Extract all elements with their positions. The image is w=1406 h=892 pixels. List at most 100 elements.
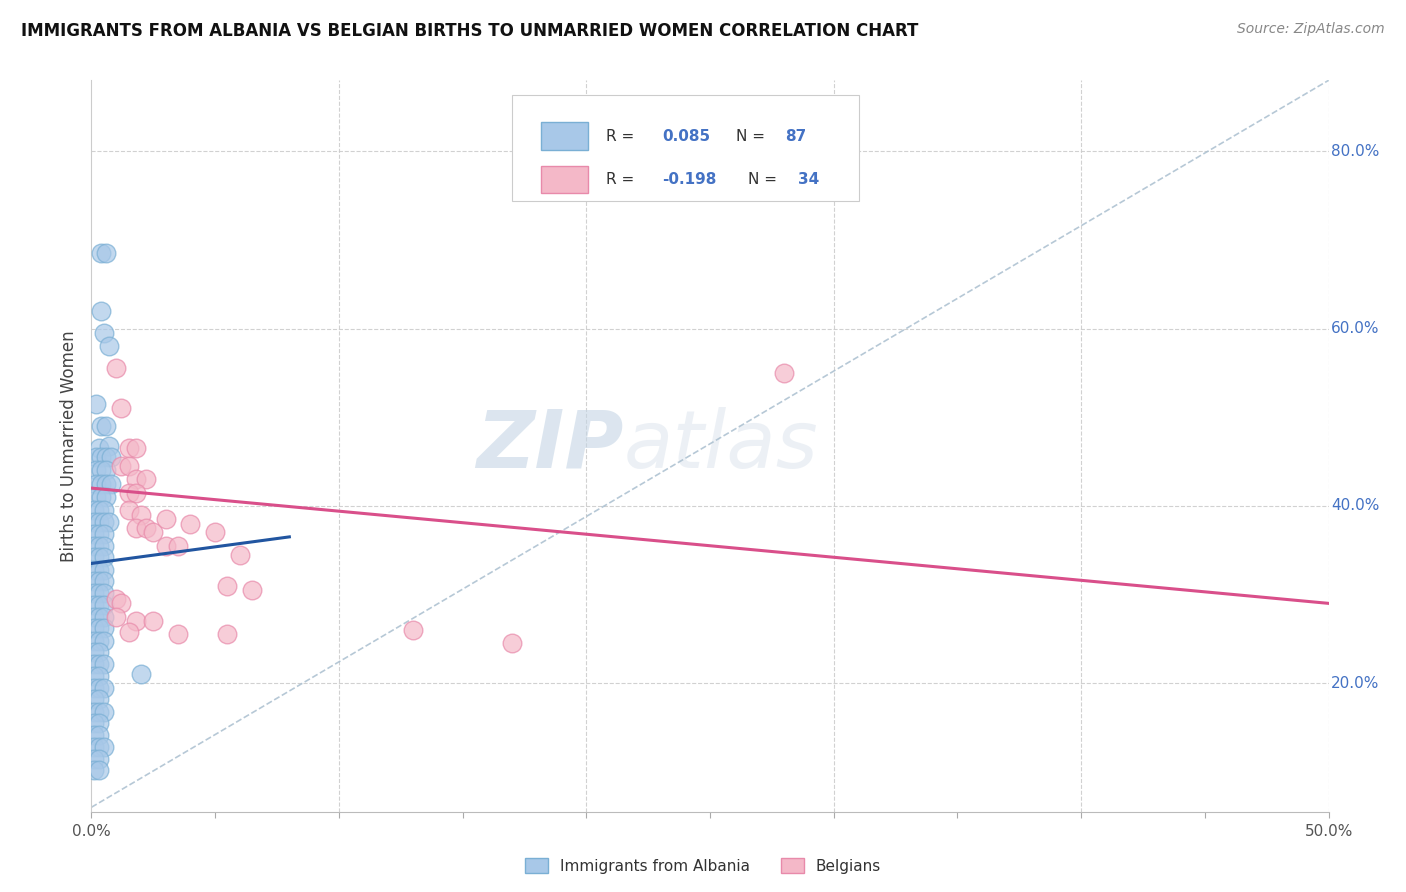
Point	[83, 657, 105, 671]
Point	[93, 563, 115, 577]
Point	[125, 441, 148, 455]
Point	[105, 609, 128, 624]
Point	[83, 539, 105, 553]
Point	[142, 614, 165, 628]
Text: Source: ZipAtlas.com: Source: ZipAtlas.com	[1237, 22, 1385, 37]
Point	[93, 585, 115, 599]
FancyBboxPatch shape	[512, 95, 859, 201]
Point	[87, 692, 110, 706]
Point	[155, 539, 177, 553]
Point	[83, 609, 105, 624]
Point	[87, 763, 110, 777]
Point	[83, 621, 105, 635]
Legend: Immigrants from Albania, Belgians: Immigrants from Albania, Belgians	[519, 852, 887, 880]
Point	[87, 503, 110, 517]
Point	[93, 609, 115, 624]
Point	[87, 441, 110, 455]
Point	[87, 539, 110, 553]
Point	[402, 623, 425, 637]
Point	[105, 361, 128, 376]
Point	[217, 627, 239, 641]
Point	[83, 598, 105, 612]
Point	[93, 657, 115, 671]
Point	[86, 463, 108, 477]
Point	[83, 669, 105, 683]
Text: 80.0%: 80.0%	[1331, 144, 1379, 159]
Point	[87, 563, 110, 577]
Point	[90, 303, 112, 318]
Point	[93, 633, 115, 648]
Point	[90, 463, 112, 477]
Point	[87, 633, 110, 648]
Point	[83, 763, 105, 777]
Point	[135, 521, 157, 535]
Point	[97, 439, 120, 453]
Point	[93, 527, 115, 541]
Point	[83, 563, 105, 577]
Point	[83, 527, 105, 541]
Point	[83, 681, 105, 695]
Point	[125, 521, 148, 535]
Point	[155, 512, 177, 526]
Point	[93, 705, 115, 719]
Point	[204, 525, 226, 540]
Point	[117, 485, 139, 500]
Point	[110, 458, 132, 473]
Point	[142, 525, 165, 540]
Point	[87, 515, 110, 529]
Point	[87, 621, 110, 635]
Point	[773, 366, 796, 380]
Point	[125, 614, 148, 628]
Point	[117, 441, 139, 455]
Point	[240, 583, 263, 598]
Point	[86, 397, 108, 411]
Point	[87, 527, 110, 541]
Point	[87, 728, 110, 742]
Text: 0.085: 0.085	[662, 128, 710, 144]
Point	[501, 636, 523, 650]
Point	[87, 681, 110, 695]
Point	[93, 598, 115, 612]
Point	[83, 633, 105, 648]
Text: 34: 34	[797, 172, 820, 187]
Text: -0.198: -0.198	[662, 172, 716, 187]
Text: atlas: atlas	[623, 407, 818, 485]
Point	[90, 450, 112, 464]
Point	[117, 503, 139, 517]
Point	[125, 472, 148, 486]
Point	[87, 657, 110, 671]
Point	[87, 705, 110, 719]
Point	[217, 579, 239, 593]
Point	[96, 450, 118, 464]
Point	[83, 515, 105, 529]
Text: ZIP: ZIP	[477, 407, 623, 485]
Point	[96, 490, 118, 504]
Point	[87, 739, 110, 754]
Point	[83, 705, 105, 719]
Point	[83, 739, 105, 754]
Point	[96, 246, 118, 260]
Point	[83, 716, 105, 731]
Point	[87, 609, 110, 624]
Point	[97, 339, 120, 353]
Point	[110, 401, 132, 416]
Point	[129, 508, 152, 522]
Text: N =: N =	[735, 128, 770, 144]
Text: 87: 87	[786, 128, 807, 144]
Point	[87, 716, 110, 731]
Point	[86, 450, 108, 464]
Point	[87, 550, 110, 565]
Point	[129, 667, 152, 681]
Text: 20.0%: 20.0%	[1331, 675, 1379, 690]
Point	[117, 624, 139, 639]
Text: 60.0%: 60.0%	[1331, 321, 1379, 336]
Point	[86, 476, 108, 491]
FancyBboxPatch shape	[540, 166, 588, 194]
Point	[83, 574, 105, 589]
Point	[87, 645, 110, 659]
Point	[87, 751, 110, 765]
Point	[117, 458, 139, 473]
Text: IMMIGRANTS FROM ALBANIA VS BELGIAN BIRTHS TO UNMARRIED WOMEN CORRELATION CHART: IMMIGRANTS FROM ALBANIA VS BELGIAN BIRTH…	[21, 22, 918, 40]
Point	[229, 548, 252, 562]
Y-axis label: Births to Unmarried Women: Births to Unmarried Women	[59, 330, 77, 562]
